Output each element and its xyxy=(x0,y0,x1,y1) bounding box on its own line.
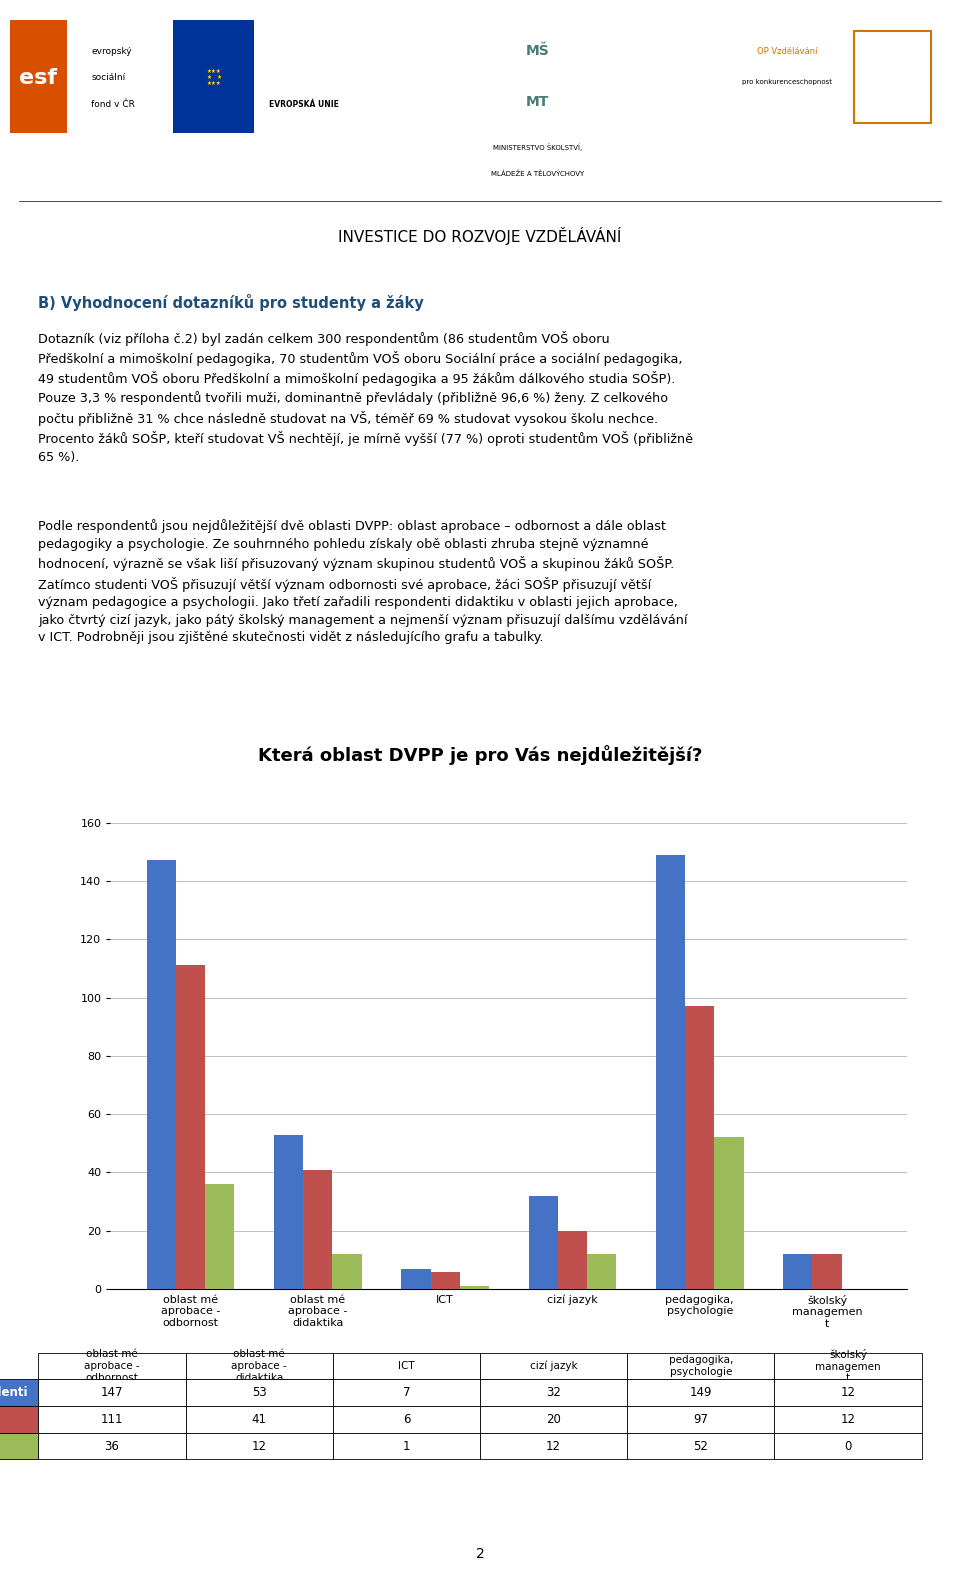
Text: Která oblast DVPP je pro Vás nejdůležitější?: Která oblast DVPP je pro Vás nejdůležitě… xyxy=(258,745,702,765)
Text: sociální: sociální xyxy=(91,74,126,82)
Text: fond v ČR: fond v ČR xyxy=(91,99,135,109)
Bar xyxy=(783,1254,812,1289)
Bar xyxy=(656,855,685,1289)
Text: EVROPSKÁ UNIE: EVROPSKÁ UNIE xyxy=(269,99,339,109)
Text: MLÁDEŽE A TĚLOVÝCHOVY: MLÁDEŽE A TĚLOVÝCHOVY xyxy=(491,170,585,178)
Text: 2: 2 xyxy=(475,1547,485,1561)
Bar xyxy=(685,1006,714,1289)
Bar xyxy=(147,861,176,1289)
Bar xyxy=(332,1254,362,1289)
Bar xyxy=(205,1184,234,1289)
FancyBboxPatch shape xyxy=(173,20,254,134)
Text: OP Vzdělávání: OP Vzdělávání xyxy=(756,47,818,55)
Text: evropský: evropský xyxy=(91,47,132,55)
FancyBboxPatch shape xyxy=(10,20,67,134)
Text: pro konkurenceschopnost: pro konkurenceschopnost xyxy=(742,79,832,85)
Bar xyxy=(430,1272,460,1289)
Text: MINISTERSTVO ŠKOLSTVÍ,: MINISTERSTVO ŠKOLSTVÍ, xyxy=(493,143,582,151)
Bar xyxy=(401,1269,430,1289)
Bar xyxy=(176,965,205,1289)
Text: INVESTICE DO ROZVOJE VZDĚLÁVÁNÍ: INVESTICE DO ROZVOJE VZDĚLÁVÁNÍ xyxy=(338,227,622,246)
Bar xyxy=(588,1254,616,1289)
Bar xyxy=(558,1231,588,1289)
Text: Dotazník (viz příloha č.2) byl zadán celkem 300 respondentům (86 studentům VOŠ o: Dotazník (viz příloha č.2) byl zadán cel… xyxy=(38,331,693,464)
Text: Podle respondentů jsou nejdůležitější dvě oblasti DVPP: oblast aprobace – odborn: Podle respondentů jsou nejdůležitější dv… xyxy=(38,519,688,644)
Text: esf: esf xyxy=(19,68,58,88)
Bar xyxy=(714,1138,744,1289)
Text: B) Vyhodnocení dotazníků pro studenty a žáky: B) Vyhodnocení dotazníků pro studenty a … xyxy=(38,294,424,312)
Bar xyxy=(303,1169,332,1289)
Bar xyxy=(529,1196,558,1289)
Bar xyxy=(460,1286,489,1289)
Text: MT: MT xyxy=(526,96,549,109)
Bar xyxy=(274,1135,303,1289)
Text: MŠ: MŠ xyxy=(526,44,549,58)
Text: ★★★
★   ★
★★★: ★★★ ★ ★ ★★★ xyxy=(206,69,222,87)
Bar xyxy=(812,1254,842,1289)
